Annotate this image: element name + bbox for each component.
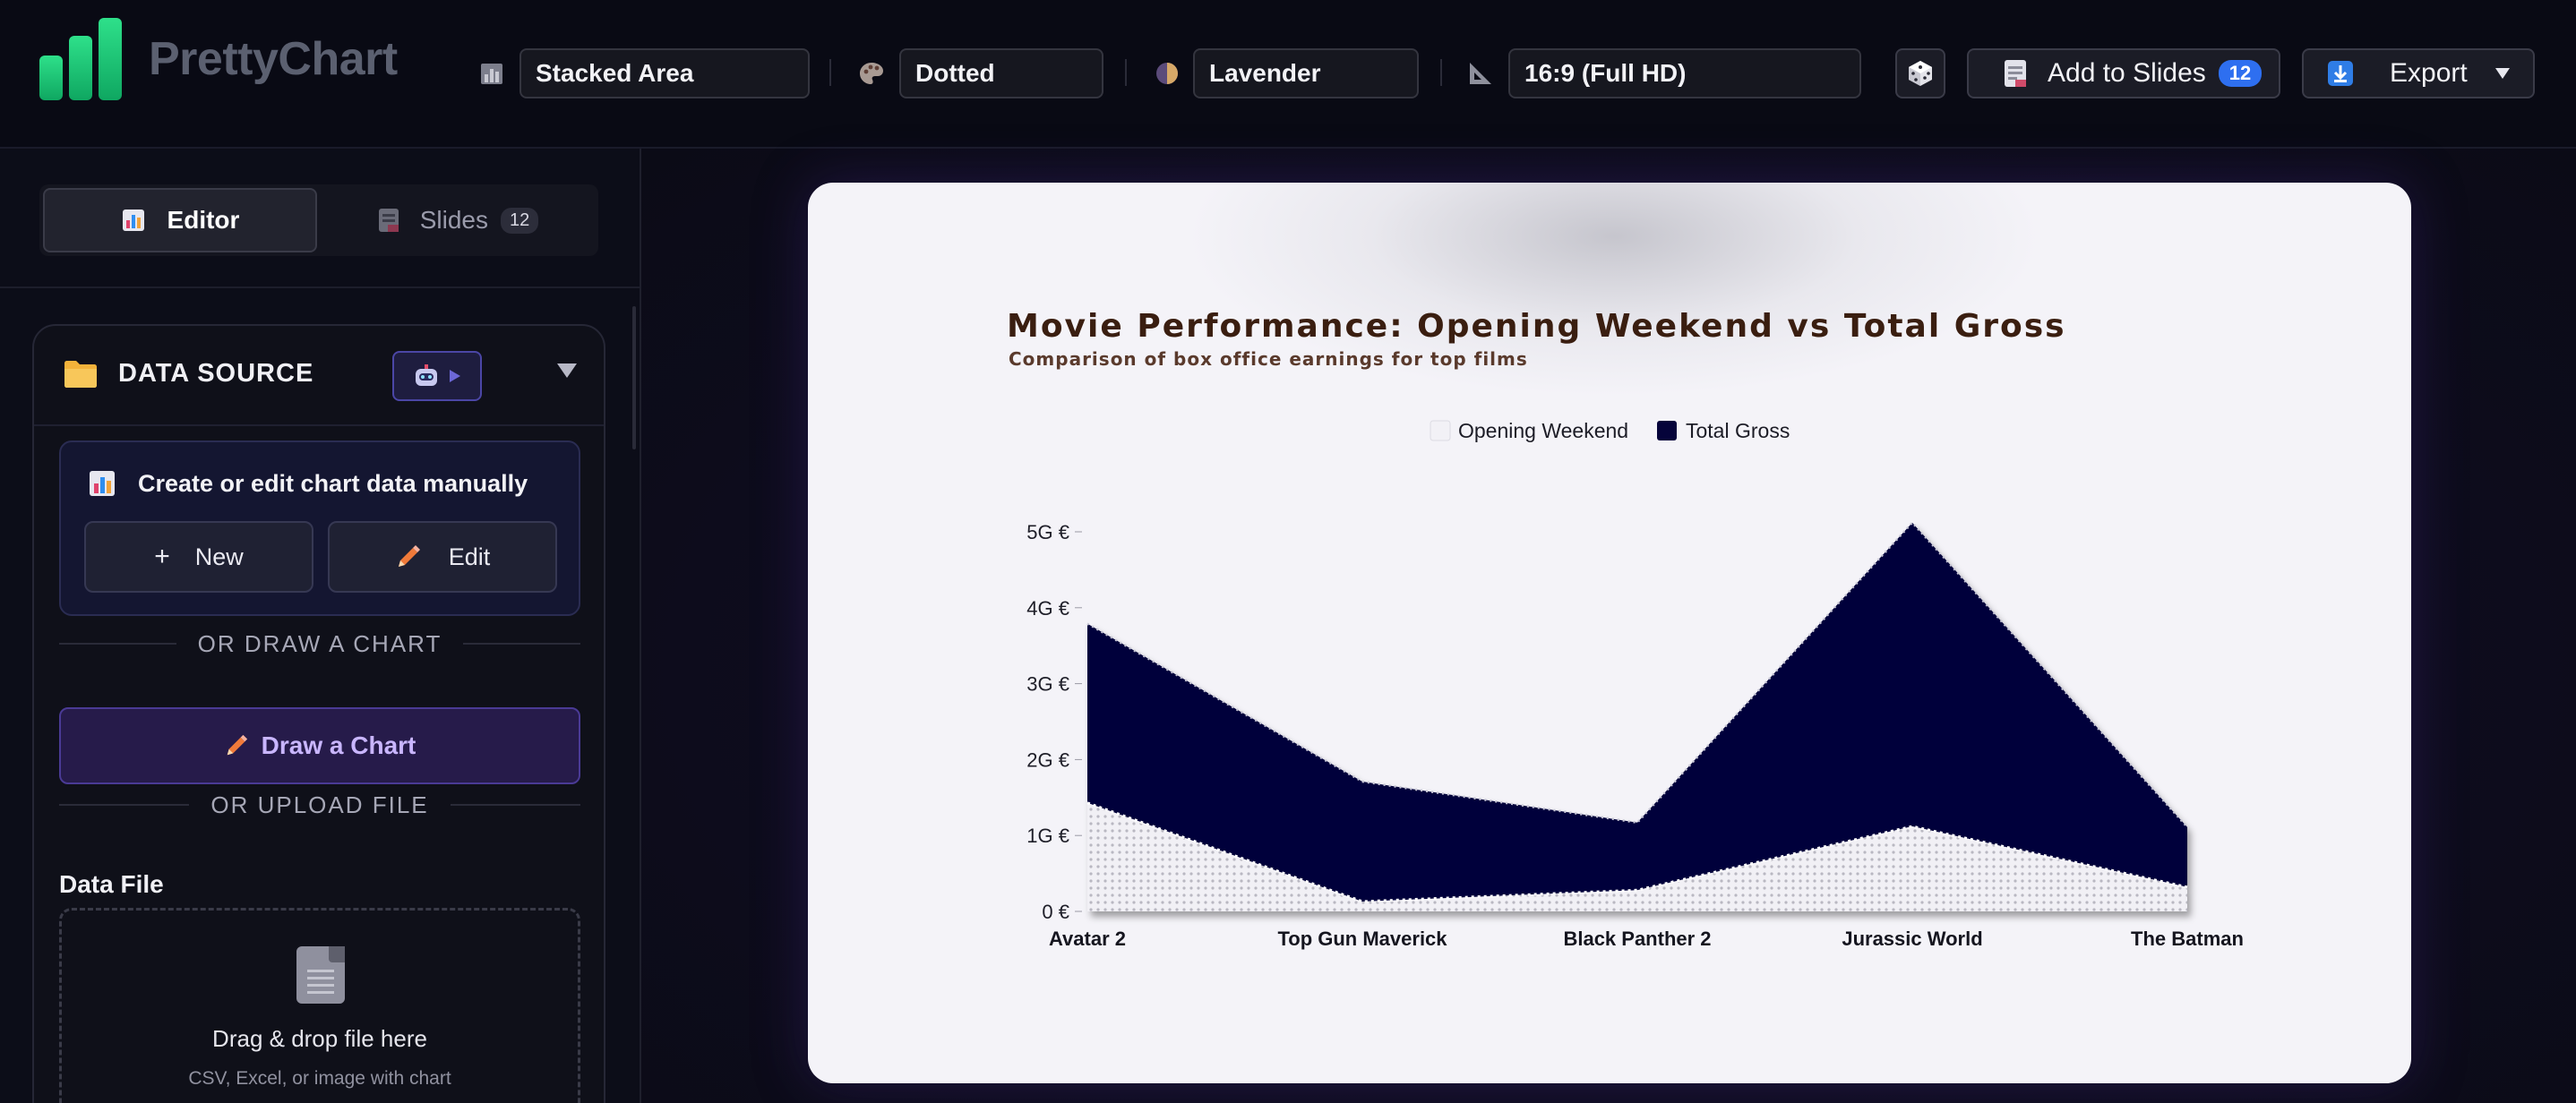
area-opening-weekend [1087, 802, 2187, 911]
export-label: Export [2390, 58, 2468, 88]
y-tick-label: 1G € [1026, 825, 1069, 847]
y-tick-label: 3G € [1026, 673, 1069, 696]
x-tick-label: The Batman [2131, 928, 2244, 950]
top-bar: PrettyChart Stacked Area Dotted Lavender… [0, 0, 2576, 149]
add-to-slides-button[interactable]: Add to Slides 12 [1967, 48, 2280, 98]
pencil-icon [227, 734, 247, 756]
line-opening-weekend [1086, 801, 2188, 903]
draw-chart-button[interactable]: Draw a Chart [59, 707, 580, 784]
x-tick-label: Jurassic World [1842, 928, 1982, 950]
dropzone-subtitle: CSV, Excel, or image with chart [188, 1068, 451, 1089]
app-name: PrettyChart [149, 33, 398, 85]
chart-card[interactable]: Movie Performance: Opening Weekend vs To… [808, 183, 2411, 1083]
chart-bars-icon [122, 209, 144, 231]
y-tick-label: 0 € [1042, 901, 1069, 923]
dropzone-title: Drag & drop file here [212, 1025, 427, 1052]
or-draw-divider: OR DRAW A CHART [59, 629, 581, 657]
dice-icon [1909, 61, 1932, 86]
tab-slides[interactable]: Slides 12 [321, 188, 595, 252]
ruler-triangle-icon [1470, 63, 1491, 84]
area-total-gross [1087, 522, 2187, 902]
chart-type-icon [481, 64, 502, 84]
legend-swatch-total-gross [1657, 421, 1677, 440]
data-file-label: Data File [59, 870, 164, 898]
chart-title: Movie Performance: Opening Weekend vs To… [1007, 308, 2066, 345]
new-data-button[interactable]: + New [84, 521, 313, 593]
legend-label-opening-weekend: Opening Weekend [1458, 419, 1628, 442]
download-icon [2328, 61, 2353, 86]
plus-icon: + [154, 542, 170, 571]
data-source-header[interactable]: DATA SOURCE [63, 358, 313, 389]
logo-bars-icon [39, 18, 124, 100]
palette-icon [860, 63, 883, 84]
theme-icon [1156, 63, 1178, 84]
tab-slides-label: Slides [419, 206, 488, 234]
manual-data-box: Create or edit chart data manually + New… [59, 440, 580, 616]
sidebar-tabs: Editor Slides 12 [39, 184, 598, 256]
chart-legend: Opening Weekend Total Gross [1430, 419, 1790, 442]
data-source-title: DATA SOURCE [118, 358, 314, 388]
draw-chart-label: Draw a Chart [261, 731, 416, 759]
legend-label-total-gross: Total Gross [1686, 419, 1790, 442]
document-icon [296, 946, 345, 1004]
x-tick-label: Avatar 2 [1049, 928, 1126, 950]
data-source-panel: DATA SOURCE [32, 324, 605, 1103]
legend-swatch-opening-weekend [1430, 420, 1451, 441]
x-tick-label: Black Panther 2 [1563, 928, 1711, 950]
sidebar: Editor Slides 12 DATA SOURCE [0, 149, 641, 1103]
slide-page-icon [2005, 60, 2026, 87]
y-tick-label: 5G € [1026, 521, 1069, 543]
or-upload-text: OR UPLOAD FILE [210, 791, 429, 818]
pencil-icon [398, 545, 420, 567]
file-dropzone[interactable]: Drag & drop file here CSV, Excel, or ima… [59, 908, 580, 1103]
new-data-label: New [194, 543, 244, 570]
folder-icon [64, 361, 97, 388]
style-select[interactable]: Dotted [899, 48, 1103, 98]
y-axis: 0 € 1G € 2G € 3G € 4G € 5G € [1026, 521, 1082, 923]
chart-bars-icon [90, 471, 115, 496]
app-logo: PrettyChart [39, 18, 398, 100]
add-to-slides-label: Add to Slides [2048, 58, 2206, 88]
divider [0, 286, 640, 288]
slides-count-badge: 12 [2218, 60, 2263, 87]
divider [34, 424, 604, 426]
x-tick-label: Top Gun Maverick [1277, 928, 1447, 950]
collapse-chevron-icon[interactable] [557, 363, 577, 378]
y-tick-label: 2G € [1026, 748, 1069, 771]
chart-areas [1086, 520, 2188, 911]
x-axis: Avatar 2 Top Gun Maverick Black Panther 2 J… [1049, 928, 2244, 950]
chart-subtitle: Comparison of box office earnings for to… [1009, 348, 1528, 370]
export-button[interactable]: Export [2302, 48, 2535, 98]
tab-editor-label: Editor [167, 206, 240, 234]
sidebar-scrollbar[interactable] [632, 306, 636, 449]
chevron-down-icon [2494, 68, 2510, 79]
toolbar-separator [829, 59, 831, 86]
ai-assistant-button[interactable] [392, 351, 482, 401]
chart-svg: Movie Performance: Opening Weekend vs To… [1007, 308, 2244, 950]
manual-data-heading: Create or edit chart data manually [88, 469, 528, 498]
manual-data-title: Create or edit chart data manually [138, 469, 528, 497]
toolbar-separator [1125, 59, 1127, 86]
slides-icon [378, 209, 399, 232]
aspect-ratio-select[interactable]: 16:9 (Full HD) [1508, 48, 1861, 98]
chart-type-select[interactable]: Stacked Area [519, 48, 810, 98]
y-tick-label: 4G € [1026, 597, 1069, 620]
toolbar-separator [1440, 59, 1442, 86]
randomize-button[interactable] [1895, 48, 1945, 98]
edit-data-button[interactable]: Edit [328, 521, 557, 593]
robot-icon [416, 364, 437, 386]
edit-data-label: Edit [448, 543, 491, 570]
play-icon [450, 370, 460, 382]
or-draw-text: OR DRAW A CHART [197, 629, 442, 657]
theme-select[interactable]: Lavender [1193, 48, 1419, 98]
tab-editor[interactable]: Editor [43, 188, 317, 252]
or-upload-divider: OR UPLOAD FILE [59, 791, 580, 818]
slides-count-badge: 12 [501, 207, 539, 234]
